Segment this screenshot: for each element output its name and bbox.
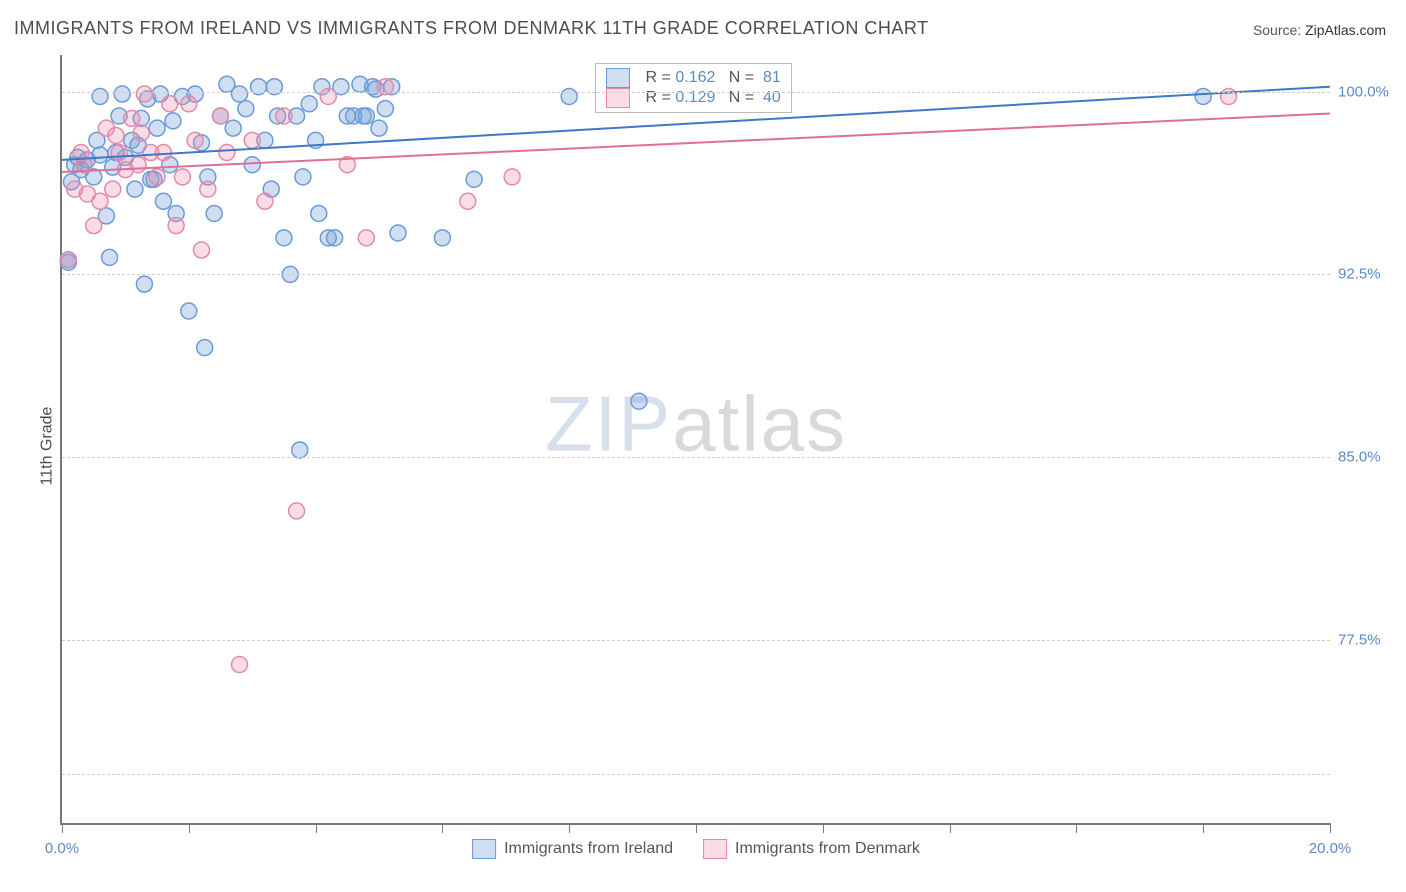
data-point bbox=[168, 218, 184, 234]
x-tick bbox=[1330, 823, 1331, 833]
gridline bbox=[62, 457, 1330, 458]
data-point bbox=[149, 120, 165, 136]
data-point bbox=[358, 230, 374, 246]
legend-swatch bbox=[703, 839, 727, 859]
data-point bbox=[358, 108, 374, 124]
data-point bbox=[200, 181, 216, 197]
gridline bbox=[62, 274, 1330, 275]
data-point bbox=[377, 101, 393, 117]
legend-stats-text: R = 0.162 N = 81 bbox=[646, 69, 781, 87]
data-point bbox=[105, 181, 121, 197]
legend-label: Immigrants from Ireland bbox=[504, 840, 673, 857]
data-point bbox=[108, 127, 124, 143]
chart-svg bbox=[62, 55, 1330, 823]
legend-stats-row: R = 0.162 N = 81 bbox=[606, 68, 781, 88]
data-point bbox=[136, 86, 152, 102]
data-point bbox=[244, 157, 260, 173]
data-point bbox=[92, 193, 108, 209]
legend-swatch bbox=[606, 68, 630, 88]
x-tick-label: 20.0% bbox=[1309, 840, 1352, 857]
data-point bbox=[136, 276, 152, 292]
x-tick bbox=[569, 823, 570, 833]
data-point bbox=[244, 132, 260, 148]
data-point bbox=[174, 169, 190, 185]
source-value: ZipAtlas.com bbox=[1305, 22, 1386, 38]
data-point bbox=[155, 145, 171, 161]
data-point bbox=[466, 171, 482, 187]
gridline bbox=[62, 640, 1330, 641]
data-point bbox=[631, 393, 647, 409]
data-point bbox=[327, 230, 343, 246]
data-point bbox=[504, 169, 520, 185]
data-point bbox=[114, 86, 130, 102]
data-point bbox=[206, 205, 222, 221]
x-tick bbox=[823, 823, 824, 833]
x-tick bbox=[189, 823, 190, 833]
chart-title: IMMIGRANTS FROM IRELAND VS IMMIGRANTS FR… bbox=[14, 18, 929, 39]
chart-plot-area: ZIPatlas R = 0.162 N = 81R = 0.129 N = 4… bbox=[60, 55, 1330, 825]
data-point bbox=[257, 193, 273, 209]
data-point bbox=[187, 132, 203, 148]
legend-swatch bbox=[472, 839, 496, 859]
gridline bbox=[62, 92, 1330, 93]
x-tick bbox=[1203, 823, 1204, 833]
x-tick bbox=[316, 823, 317, 833]
data-point bbox=[311, 205, 327, 221]
y-tick-label: 77.5% bbox=[1338, 632, 1398, 649]
data-point bbox=[232, 657, 248, 673]
data-point bbox=[292, 442, 308, 458]
data-point bbox=[193, 242, 209, 258]
data-point bbox=[197, 340, 213, 356]
data-point bbox=[130, 157, 146, 173]
data-point bbox=[133, 125, 149, 141]
source-attribution: Source: ZipAtlas.com bbox=[1253, 22, 1386, 38]
data-point bbox=[155, 193, 171, 209]
x-tick bbox=[62, 823, 63, 833]
data-point bbox=[165, 113, 181, 129]
data-point bbox=[371, 120, 387, 136]
data-point bbox=[149, 169, 165, 185]
data-point bbox=[181, 96, 197, 112]
data-point bbox=[86, 218, 102, 234]
gridline bbox=[62, 774, 1330, 775]
data-point bbox=[60, 252, 76, 268]
x-tick-label: 0.0% bbox=[45, 840, 79, 857]
y-tick-label: 100.0% bbox=[1338, 83, 1398, 100]
data-point bbox=[124, 110, 140, 126]
data-point bbox=[276, 230, 292, 246]
data-point bbox=[390, 225, 406, 241]
data-point bbox=[92, 147, 108, 163]
x-tick bbox=[1076, 823, 1077, 833]
legend-item: Immigrants from Ireland bbox=[472, 839, 673, 859]
x-tick bbox=[950, 823, 951, 833]
series-legend: Immigrants from Ireland Immigrants from D… bbox=[472, 839, 920, 859]
data-point bbox=[460, 193, 476, 209]
data-point bbox=[225, 120, 241, 136]
data-point bbox=[295, 169, 311, 185]
y-tick-label: 85.0% bbox=[1338, 449, 1398, 466]
data-point bbox=[219, 145, 235, 161]
data-point bbox=[102, 249, 118, 265]
data-point bbox=[127, 181, 143, 197]
legend-label: Immigrants from Denmark bbox=[735, 840, 920, 857]
y-axis-label: 11th Grade bbox=[38, 407, 56, 486]
y-tick-label: 92.5% bbox=[1338, 266, 1398, 283]
source-label: Source: bbox=[1253, 22, 1305, 38]
stats-legend-box: R = 0.162 N = 81R = 0.129 N = 40 bbox=[595, 63, 792, 113]
x-tick bbox=[442, 823, 443, 833]
data-point bbox=[213, 108, 229, 124]
data-point bbox=[238, 101, 254, 117]
data-point bbox=[111, 145, 127, 161]
data-point bbox=[434, 230, 450, 246]
data-point bbox=[301, 96, 317, 112]
x-tick bbox=[696, 823, 697, 833]
data-point bbox=[289, 503, 305, 519]
data-point bbox=[162, 96, 178, 112]
data-point bbox=[276, 108, 292, 124]
legend-item: Immigrants from Denmark bbox=[703, 839, 920, 859]
data-point bbox=[232, 86, 248, 102]
data-point bbox=[181, 303, 197, 319]
